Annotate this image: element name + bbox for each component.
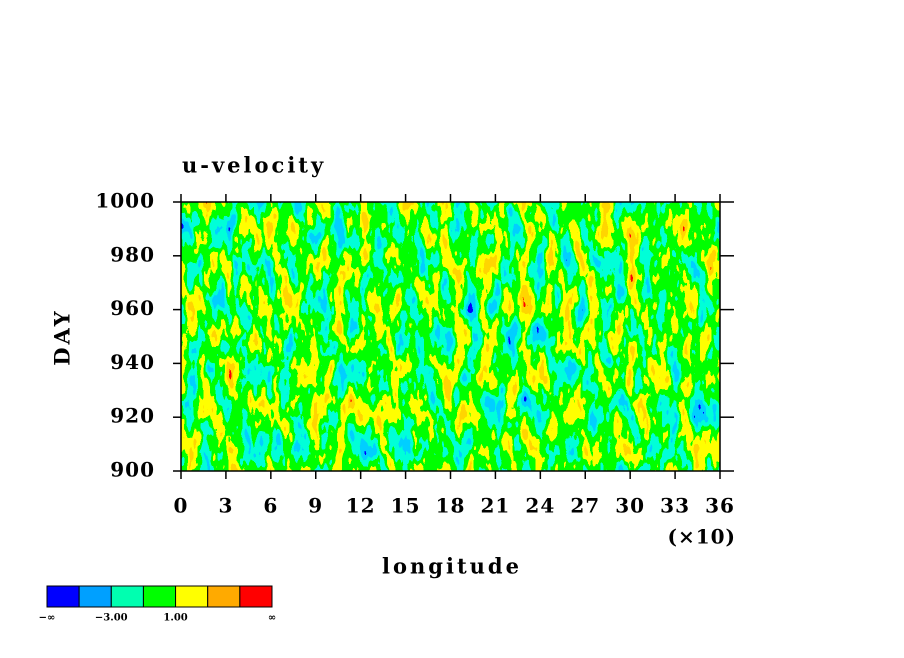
x-tick-label: 36 — [705, 494, 735, 518]
colorbar-swatch — [142, 585, 177, 608]
x-scale-label: (×10) — [667, 525, 736, 549]
x-tick-label: 3 — [218, 494, 233, 518]
x-tick-label: 9 — [308, 494, 323, 518]
colorbar-label: 1.00 — [163, 613, 187, 624]
x-tick-label: 27 — [570, 494, 600, 518]
x-tick-label: 15 — [391, 494, 421, 518]
x-tick-label: 6 — [263, 494, 278, 518]
x-axis-title: longitude — [382, 554, 522, 579]
y-tick-label: 980 — [110, 242, 155, 266]
colorbar-swatch — [239, 585, 273, 608]
x-tick-label: 30 — [615, 494, 645, 518]
colorbar-swatch — [175, 585, 209, 608]
x-tick-label: 24 — [525, 494, 555, 518]
colorbar-label: −3.00 — [95, 613, 128, 624]
colorbar-swatch — [207, 585, 241, 608]
y-tick-label: 1000 — [95, 189, 155, 213]
chart-title: u-velocity — [182, 153, 326, 178]
colorbar-swatch — [78, 585, 112, 608]
colorbar-swatch — [46, 585, 80, 608]
x-tick-label: 0 — [174, 494, 189, 518]
colorbar-label: ∞ — [268, 613, 276, 624]
y-tick-label: 900 — [110, 458, 155, 482]
y-tick-label: 940 — [110, 350, 155, 374]
y-tick-label: 960 — [110, 296, 155, 320]
x-tick-label: 33 — [660, 494, 690, 518]
x-tick-label: 18 — [436, 494, 466, 518]
x-tick-label: 21 — [480, 494, 510, 518]
x-tick-label: 12 — [346, 494, 376, 518]
colorbar-label: −∞ — [39, 613, 56, 624]
contour-field — [181, 202, 720, 471]
y-tick-label: 920 — [110, 404, 155, 428]
colorbar-swatch — [110, 585, 144, 608]
y-axis-title: DAY — [50, 308, 75, 365]
